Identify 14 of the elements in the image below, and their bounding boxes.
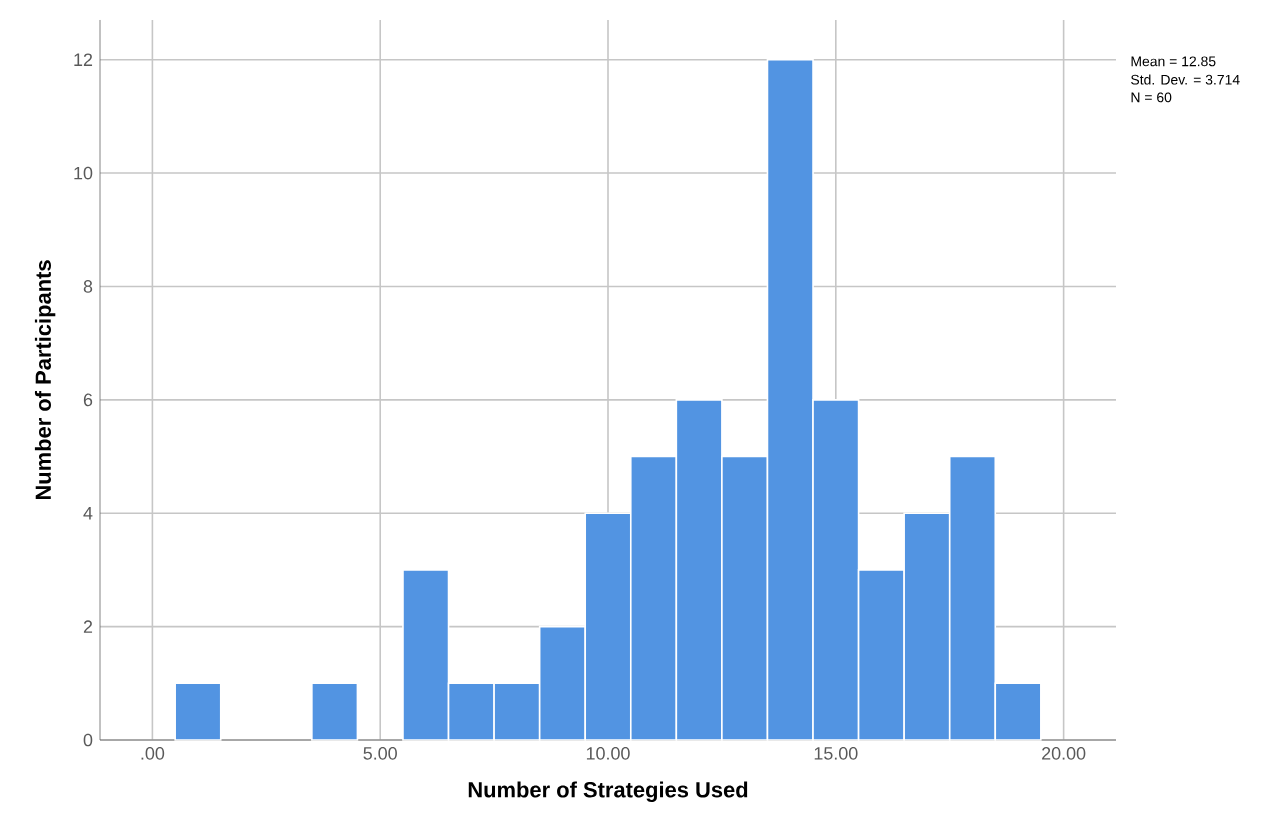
x-tick-label: .00 xyxy=(141,747,165,760)
y-tick-label: 12 xyxy=(74,53,93,66)
y-tick-label: 0 xyxy=(83,733,93,747)
y-axis-title: Number of Participants xyxy=(34,260,56,500)
y-tick-label: 10 xyxy=(74,166,93,180)
x-tick-label: 5.00 xyxy=(363,747,397,760)
y-tick-label: 4 xyxy=(83,507,93,520)
x-tick-label: 10.00 xyxy=(586,747,630,760)
y-tick-label: 6 xyxy=(83,393,93,407)
x-tick-label: 15.00 xyxy=(814,747,858,760)
y-tick-label: 8 xyxy=(83,280,93,293)
x-axis-title: Number of Strategies Used xyxy=(468,781,748,802)
y-tick-label: 2 xyxy=(83,620,93,633)
x-tick-label: 20.00 xyxy=(1042,747,1086,760)
